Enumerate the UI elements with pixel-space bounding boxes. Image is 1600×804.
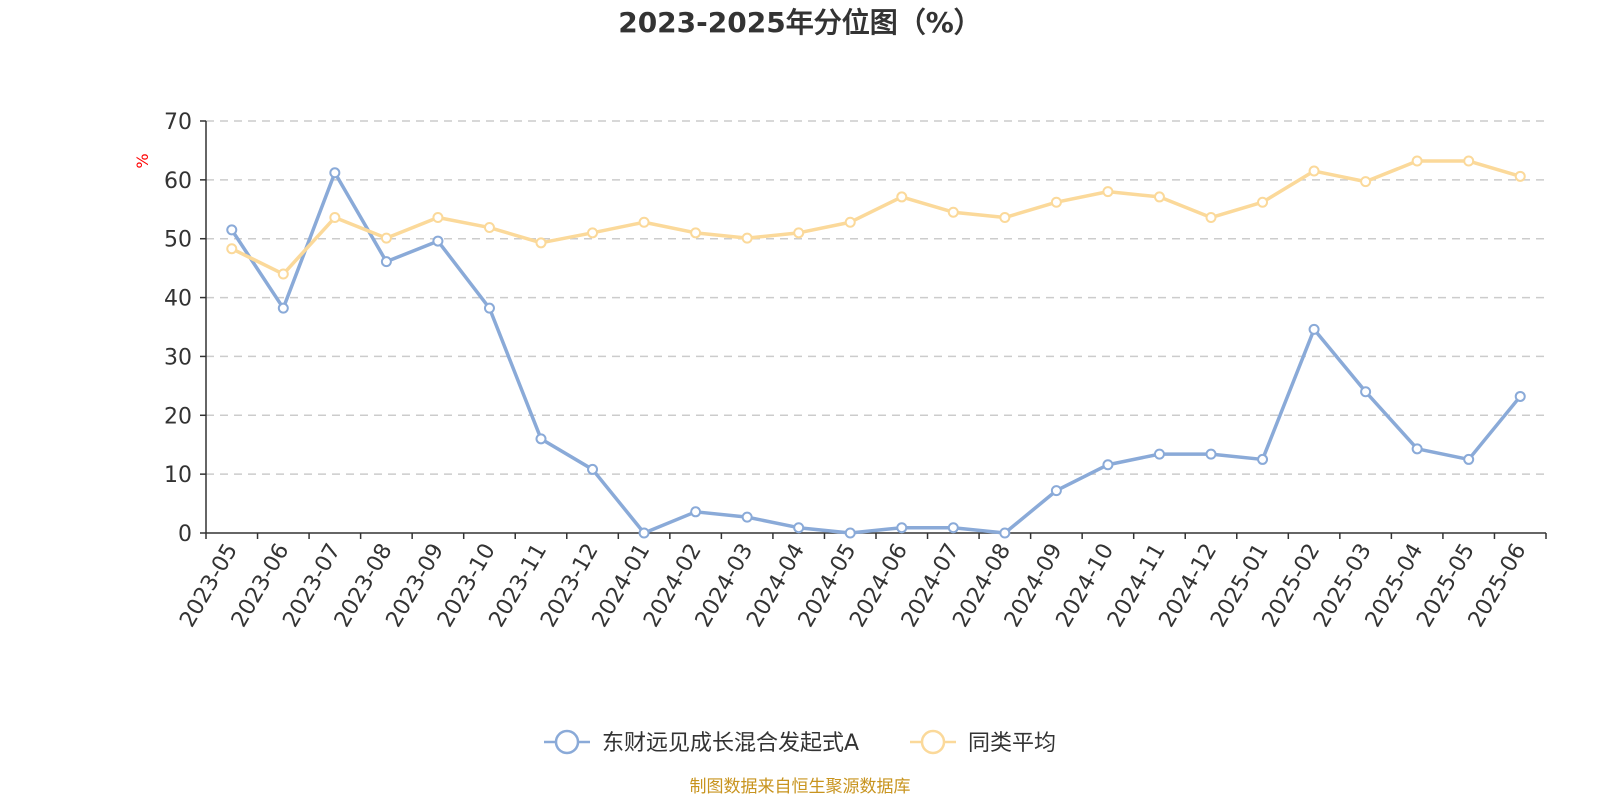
data-point[interactable] [1205, 448, 1217, 460]
series-lines [226, 155, 1526, 539]
data-point[interactable] [638, 216, 650, 228]
axes [200, 120, 1547, 539]
data-point[interactable] [793, 522, 805, 534]
data-point[interactable] [844, 527, 856, 539]
data-point[interactable] [741, 511, 753, 523]
y-axis-label: % [133, 153, 152, 168]
legend: 东财远见成长混合发起式A 同类平均 [544, 729, 1056, 756]
data-point[interactable] [1050, 196, 1062, 208]
data-point[interactable] [947, 206, 959, 218]
data-source-note: 制图数据来自恒生聚源数据库 [690, 777, 911, 797]
y-tick-label: 40 [164, 287, 192, 312]
data-point[interactable] [947, 522, 959, 534]
y-tick-label: 70 [164, 110, 192, 135]
data-point[interactable] [1153, 448, 1165, 460]
data-point[interactable] [999, 212, 1011, 224]
legend-label[interactable]: 同类平均 [968, 731, 1056, 756]
data-point[interactable] [1463, 155, 1475, 167]
data-point[interactable] [277, 302, 289, 314]
y-tick-labels: 0 10 20 30 40 50 60 70 [164, 110, 192, 547]
data-point[interactable] [1205, 212, 1217, 224]
data-point[interactable] [432, 212, 444, 224]
data-point[interactable] [535, 433, 547, 445]
legend-marker[interactable] [554, 729, 580, 755]
data-point[interactable] [1411, 155, 1423, 167]
data-point[interactable] [277, 268, 289, 280]
data-point[interactable] [844, 216, 856, 228]
data-point[interactable] [380, 232, 392, 244]
x-tick-labels: 2023-052023-062023-072023-082023-092023-… [175, 540, 1531, 632]
data-point[interactable] [1463, 453, 1475, 465]
data-point[interactable] [1102, 459, 1114, 471]
legend-label[interactable]: 东财远见成长混合发起式A [602, 731, 859, 756]
data-point[interactable] [793, 227, 805, 239]
data-point[interactable] [999, 527, 1011, 539]
data-point[interactable] [1308, 165, 1320, 177]
data-point[interactable] [638, 527, 650, 539]
y-tick-label: 50 [164, 228, 192, 253]
data-point[interactable] [1153, 191, 1165, 203]
data-point[interactable] [1514, 170, 1526, 182]
legend-marker[interactable] [920, 729, 946, 755]
data-point[interactable] [329, 167, 341, 179]
data-point[interactable] [1308, 323, 1320, 335]
data-point[interactable] [741, 232, 753, 244]
data-point[interactable] [896, 191, 908, 203]
data-point[interactable] [226, 224, 238, 236]
data-point[interactable] [535, 237, 547, 249]
data-point[interactable] [1411, 443, 1423, 455]
data-point[interactable] [1050, 485, 1062, 497]
data-point[interactable] [329, 212, 341, 224]
data-point[interactable] [226, 243, 238, 255]
y-tick-label: 10 [164, 463, 192, 488]
data-point[interactable] [1102, 186, 1114, 198]
y-tick-label: 20 [164, 404, 192, 429]
data-point[interactable] [483, 302, 495, 314]
data-point[interactable] [1257, 196, 1269, 208]
series-line-0 [230, 171, 1522, 535]
data-point[interactable] [380, 256, 392, 268]
data-point[interactable] [587, 463, 599, 475]
grid-lines [206, 120, 1546, 475]
data-point[interactable] [1360, 386, 1372, 398]
data-point[interactable] [587, 227, 599, 239]
data-point[interactable] [690, 227, 702, 239]
y-tick-label: 60 [164, 169, 192, 194]
data-point[interactable] [1514, 390, 1526, 402]
y-tick-label: 0 [178, 522, 192, 547]
data-point[interactable] [1257, 453, 1269, 465]
chart-title: 2023-2025年分位图（%） [618, 6, 982, 39]
series-line-1 [230, 159, 1521, 276]
data-point[interactable] [690, 506, 702, 518]
data-point[interactable] [432, 235, 444, 247]
data-point[interactable] [483, 222, 495, 234]
y-tick-label: 30 [164, 345, 192, 370]
data-point[interactable] [896, 522, 908, 534]
data-point[interactable] [1360, 176, 1372, 188]
